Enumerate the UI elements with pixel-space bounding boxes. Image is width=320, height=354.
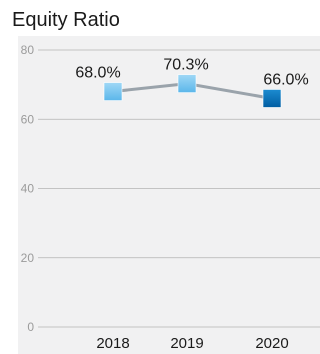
x-axis: 2018 2019 2020 <box>96 335 288 352</box>
y-tick-label: 0 <box>27 320 34 334</box>
y-tick-label: 80 <box>21 43 35 57</box>
data-label: 66.0% <box>263 71 308 88</box>
series-markers <box>103 74 282 108</box>
data-point-marker <box>177 74 197 93</box>
y-tick-label: 40 <box>21 182 35 196</box>
data-labels: 68.0% 70.3% 66.0% <box>75 57 308 89</box>
x-tick-label: 2020 <box>255 335 288 352</box>
y-tick-label: 60 <box>21 112 35 126</box>
data-point-marker <box>262 89 282 108</box>
y-tick-label: 20 <box>21 251 35 265</box>
grid-lines <box>38 49 320 328</box>
data-point-marker <box>103 82 123 101</box>
x-tick-label: 2018 <box>96 335 129 352</box>
x-tick-label: 2019 <box>170 335 203 352</box>
data-label: 70.3% <box>163 57 208 74</box>
data-label: 68.0% <box>75 65 120 82</box>
y-axis: 0 20 40 60 80 <box>21 43 35 334</box>
plot-area <box>18 36 320 354</box>
chart-title: Equity Ratio <box>12 9 120 31</box>
